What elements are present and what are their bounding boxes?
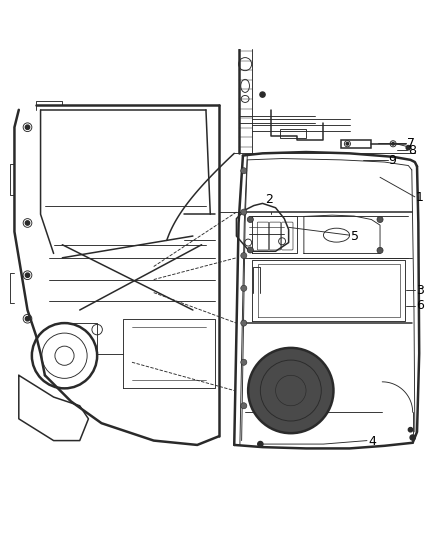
Text: 1: 1: [416, 191, 424, 204]
Circle shape: [408, 427, 413, 432]
Circle shape: [25, 221, 30, 225]
Circle shape: [25, 273, 30, 277]
Circle shape: [241, 320, 247, 326]
Circle shape: [247, 247, 253, 253]
Text: 8: 8: [408, 144, 416, 157]
Text: 2: 2: [265, 192, 273, 206]
Circle shape: [25, 317, 30, 321]
Circle shape: [406, 146, 410, 150]
Circle shape: [241, 209, 247, 215]
Circle shape: [377, 216, 383, 223]
Circle shape: [258, 441, 263, 447]
Circle shape: [247, 216, 253, 223]
Text: 7: 7: [407, 138, 415, 150]
Circle shape: [248, 348, 333, 433]
Circle shape: [241, 168, 247, 174]
Circle shape: [392, 142, 394, 145]
Circle shape: [241, 403, 247, 409]
Circle shape: [377, 247, 383, 254]
Circle shape: [241, 253, 247, 259]
Text: 3: 3: [416, 284, 424, 297]
Circle shape: [410, 435, 415, 440]
Text: 5: 5: [351, 230, 359, 243]
Text: 6: 6: [416, 299, 424, 312]
Circle shape: [241, 285, 247, 292]
Circle shape: [241, 359, 247, 365]
Circle shape: [346, 142, 349, 145]
Text: 4: 4: [368, 435, 376, 448]
Circle shape: [25, 125, 30, 130]
Circle shape: [260, 92, 265, 97]
Text: 9: 9: [389, 154, 397, 167]
